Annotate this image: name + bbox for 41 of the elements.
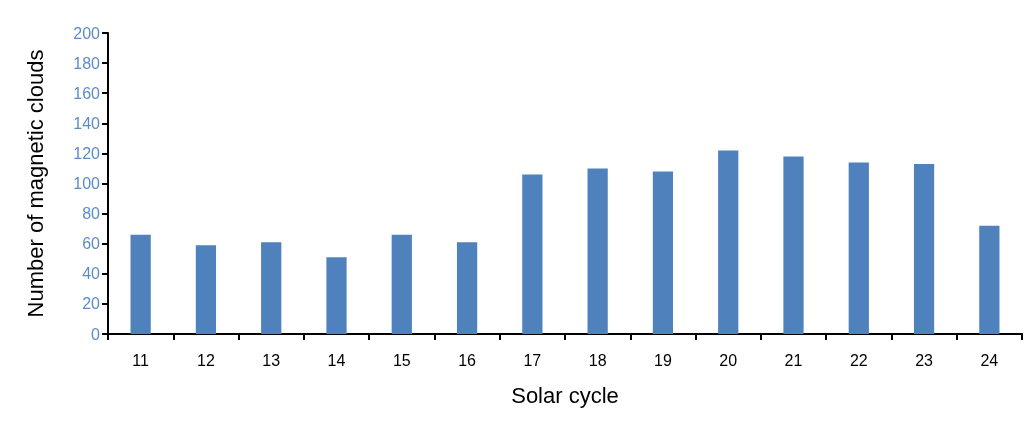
bar — [652, 171, 674, 334]
x-tick-label: 22 — [849, 351, 868, 369]
bar — [456, 242, 478, 334]
x-tick-label: 23 — [915, 351, 934, 369]
y-axis-title: Number of magnetic clouds — [22, 49, 48, 318]
y-tick-label: 80 — [82, 205, 101, 223]
x-tick-label: 20 — [719, 351, 738, 369]
bar — [391, 234, 412, 334]
y-tick-label: 180 — [73, 54, 101, 72]
y-tick-label: 0 — [91, 325, 101, 343]
y-tick-label: 60 — [82, 235, 101, 253]
bar — [913, 163, 935, 334]
x-tick-label: 15 — [392, 351, 411, 369]
bar — [130, 234, 151, 334]
bar — [979, 225, 1000, 334]
bar — [195, 245, 217, 334]
bar — [326, 257, 347, 334]
bar — [718, 150, 739, 334]
x-tick-label: 13 — [262, 351, 281, 369]
y-tick-label: 100 — [73, 175, 101, 192]
x-axis-title: Solar cycle — [511, 382, 619, 408]
y-tick-label: 120 — [73, 144, 101, 162]
bar — [522, 174, 543, 334]
x-tick-label: 21 — [784, 351, 803, 369]
bar — [783, 156, 804, 334]
y-tick-label: 200 — [73, 24, 101, 42]
y-tick-label: 40 — [82, 265, 101, 283]
y-tick-label: 140 — [73, 114, 101, 132]
bar — [848, 162, 869, 334]
x-tick-label: 24 — [980, 351, 999, 369]
bar — [261, 242, 282, 334]
x-tick-label: 17 — [523, 351, 542, 369]
bar — [587, 168, 608, 334]
x-tick-label: 16 — [458, 351, 477, 369]
x-tick-label: 12 — [197, 351, 215, 369]
x-tick-label: 14 — [327, 351, 346, 369]
y-tick-label: 160 — [73, 84, 101, 102]
x-tick-label: 19 — [654, 351, 672, 369]
x-tick-label: 18 — [588, 351, 607, 369]
x-tick-label: 11 — [132, 351, 150, 369]
y-tick-label: 20 — [82, 295, 101, 313]
